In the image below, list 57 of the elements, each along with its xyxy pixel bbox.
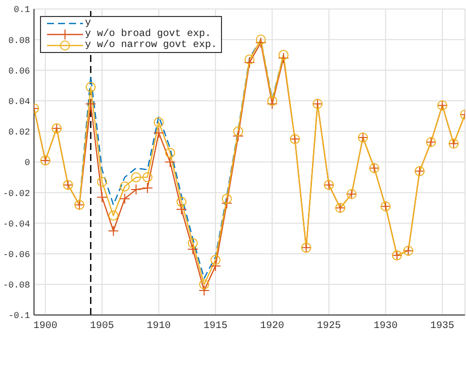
- x-tick-label: 1910: [146, 321, 171, 332]
- y-tick-label: -0.06: [2, 250, 30, 260]
- y-tick-label: 0.06: [8, 66, 30, 76]
- y-tick-label: -0.08: [2, 280, 30, 291]
- point: [244, 57, 255, 68]
- point: [130, 184, 142, 196]
- point: [165, 148, 176, 158]
- point: [187, 244, 198, 255]
- point: [256, 34, 266, 45]
- point: [222, 194, 232, 204]
- x-tick-label: 1930: [374, 321, 398, 332]
- point: [153, 127, 164, 138]
- point: [97, 176, 108, 187]
- point: [119, 193, 130, 204]
- legend-label: y w/o broad govt exp.: [85, 29, 212, 40]
- x-tick-label: 1925: [316, 321, 341, 332]
- legend-label: y: [85, 18, 92, 29]
- point: [176, 196, 186, 207]
- y-tick-label: -0.1: [8, 311, 30, 322]
- y-tick-label: 0: [24, 158, 30, 168]
- point: [96, 192, 108, 203]
- y-tick-label: 0.1: [14, 5, 30, 16]
- point: [221, 198, 232, 209]
- point: [120, 181, 130, 192]
- point: [244, 54, 254, 64]
- legend-label: y w/o narrow govt exp.: [85, 40, 218, 51]
- point: [142, 172, 152, 182]
- x-tick-label: 1900: [33, 321, 58, 332]
- point: [210, 260, 221, 272]
- y-tick-label: 0.08: [8, 36, 30, 46]
- y-tick-label: -0.04: [2, 219, 30, 230]
- x-tick-label: 1915: [203, 321, 228, 332]
- point: [267, 96, 278, 106]
- point: [86, 82, 96, 92]
- y-tick-label: 0.02: [8, 128, 30, 138]
- point: [199, 279, 210, 290]
- x-tick-label: 1920: [260, 321, 284, 332]
- point: [108, 225, 119, 236]
- point: [188, 238, 198, 248]
- point: [233, 126, 244, 136]
- point: [108, 210, 118, 221]
- point: [198, 285, 210, 296]
- point: [164, 156, 176, 168]
- point: [142, 182, 153, 194]
- y-tick-label: 0.04: [8, 96, 30, 107]
- point: [176, 204, 187, 215]
- point: [278, 50, 289, 60]
- x-tick-label: 1905: [90, 321, 114, 332]
- y-tick-label: -0.02: [2, 188, 30, 199]
- point: [232, 130, 244, 142]
- point: [131, 172, 142, 182]
- x-tick-label: 1935: [430, 321, 454, 332]
- point: [266, 98, 278, 110]
- point: [210, 254, 220, 265]
- point: [154, 117, 164, 128]
- point: [255, 37, 266, 48]
- point: [278, 52, 290, 64]
